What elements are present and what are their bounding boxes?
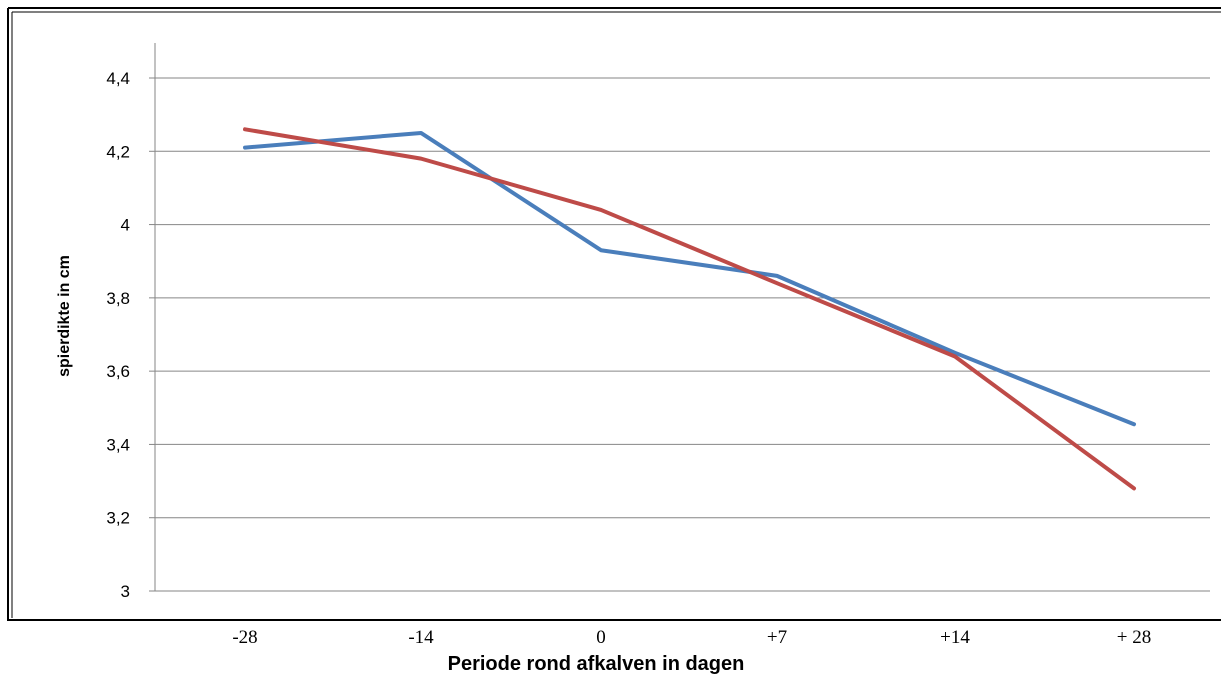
y-tick-label: 3,8 [106, 289, 130, 308]
y-tick-label: 3,6 [106, 362, 130, 381]
x-tick-label: 0 [596, 627, 606, 648]
x-tick-label: -28 [232, 627, 257, 648]
series-lines [243, 127, 1136, 491]
x-tick-label: +7 [767, 627, 787, 648]
y-tick-label: 4,4 [106, 69, 130, 88]
y-tick-label: 4 [121, 216, 130, 235]
x-tick-label: + 28 [1117, 627, 1151, 648]
y-tick-label: 3,4 [106, 435, 130, 454]
y-axis-label: spierdikte in cm [56, 255, 73, 377]
y-tick-labels: 3 3,2 3,4 3,6 3,8 4 4,2 4,4 [106, 69, 130, 601]
y-tick-label: 3,2 [106, 509, 130, 528]
series-line-1 [243, 130, 1136, 427]
x-tick-label: +14 [940, 627, 970, 648]
chart-border [7, 7, 1221, 621]
y-tick-label: 3 [121, 582, 130, 601]
gridlines [149, 77, 1210, 592]
series-line-2 [243, 127, 1136, 491]
x-tick-label: -14 [408, 627, 434, 648]
y-tick-label: 4,2 [106, 142, 130, 161]
x-tick-labels: -28 -14 0 +7 +14 + 28 [232, 627, 1151, 648]
x-axis-label: Periode rond afkalven in dagen [448, 653, 745, 675]
